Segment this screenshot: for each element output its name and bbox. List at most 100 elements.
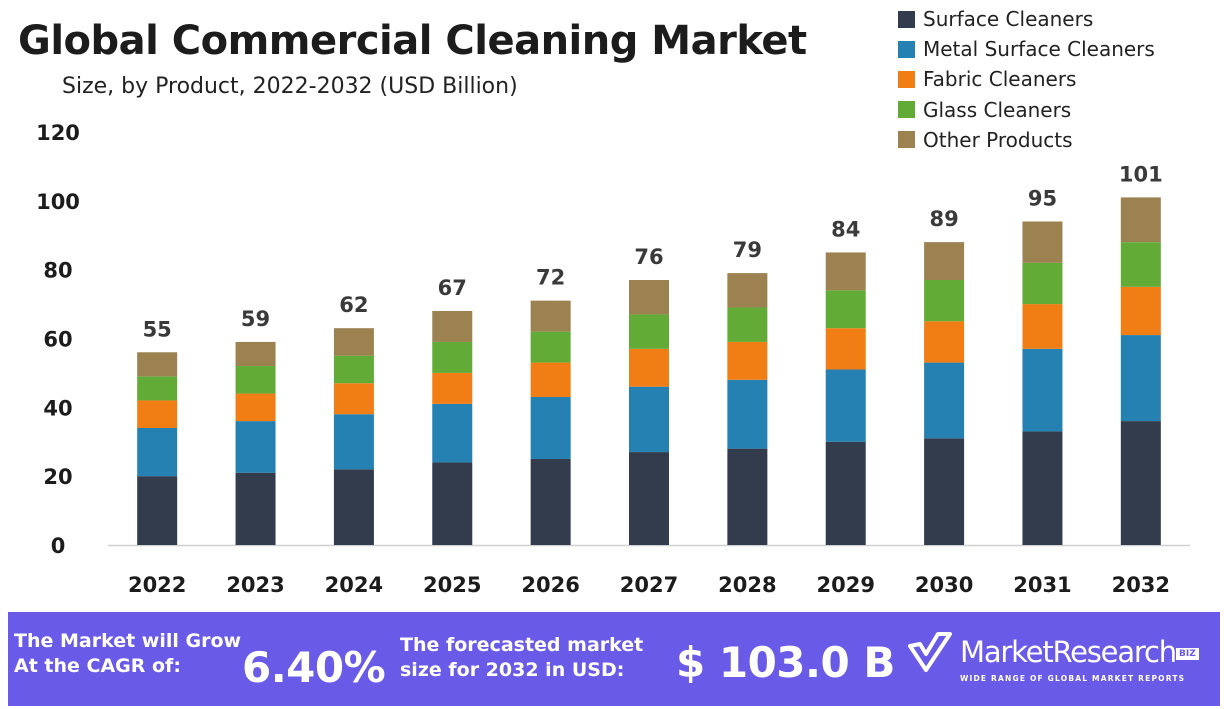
x-tick-label: 2030 — [915, 573, 973, 597]
bar-segment — [235, 472, 276, 545]
bar-segment — [629, 348, 669, 387]
bar-segment — [924, 242, 965, 280]
legend-swatch — [898, 70, 915, 88]
cagr-label: The Market will Grow At the CAGR of: — [14, 629, 241, 679]
bar-segment — [235, 421, 276, 473]
bar-segment — [333, 383, 374, 415]
stacked-bar-chart: 0 20 40 60 80 100 120 55 2022 59 2023 62 2024 67 2025 7… — [36, 121, 1190, 597]
legend-swatch — [898, 10, 915, 28]
total-label: 89 — [929, 207, 958, 231]
bar-segment — [235, 393, 276, 422]
legend: Surface Cleaners Metal Surface Cleaners … — [898, 4, 1155, 155]
total-label: 95 — [1028, 186, 1057, 210]
bar-segment — [333, 328, 374, 356]
bar-segment — [530, 458, 571, 545]
logo-name: MarketResearch — [960, 635, 1177, 669]
x-tick-label: 2024 — [325, 573, 383, 597]
bar-segment — [727, 379, 768, 449]
bar-segment — [727, 448, 768, 545]
cagr-label-line1: The Market will Grow — [14, 630, 242, 652]
bar-segment — [727, 307, 768, 342]
total-label: 59 — [241, 307, 270, 331]
legend-label: Metal Surface Cleaners — [923, 37, 1155, 62]
bar-segment — [333, 414, 374, 470]
bar-segment — [825, 252, 866, 291]
legend-swatch — [898, 131, 915, 149]
bar-segment — [924, 438, 965, 545]
bar-segment — [1120, 197, 1161, 243]
x-tick-label: 2029 — [817, 573, 875, 597]
total-label: 62 — [339, 293, 368, 317]
y-tick-label: 100 — [36, 190, 80, 214]
bar-segment — [137, 427, 178, 477]
cagr-value: 6.40% — [242, 643, 386, 692]
legend-swatch — [898, 40, 915, 58]
x-tick-label: 2031 — [1013, 573, 1071, 597]
total-label: 101 — [1119, 162, 1163, 186]
x-tick-label: 2022 — [128, 573, 186, 597]
total-label: 55 — [143, 317, 172, 341]
bar-segment — [1120, 242, 1161, 287]
bar-segment — [432, 403, 473, 463]
bar-segment — [629, 386, 669, 453]
bar-segment — [924, 321, 965, 363]
legend-label: Other Products — [923, 127, 1073, 152]
x-tick-label: 2032 — [1112, 573, 1170, 597]
bar-segment — [924, 362, 965, 439]
bar-segment — [825, 369, 866, 442]
forecast-label: The forecasted market size for 2032 in U… — [400, 633, 643, 683]
bar-segment — [432, 310, 473, 342]
forecast-value: $ 103.0 B — [676, 638, 895, 687]
total-label: 76 — [634, 245, 663, 269]
total-label: 67 — [438, 276, 467, 300]
footer-banner: The Market will Grow At the CAGR of: 6.4… — [8, 612, 1220, 706]
y-tick-label: 0 — [51, 534, 66, 558]
x-tick-label: 2026 — [521, 573, 579, 597]
logo-badge: BIZ — [1176, 648, 1199, 660]
bar-segment — [825, 441, 866, 545]
bar-segment — [530, 300, 571, 332]
bar-segment — [727, 341, 768, 380]
logo: MarketResearch BIZ WIDE RANGE OF GLOBAL … — [908, 632, 1199, 683]
bar-segment — [1022, 262, 1063, 305]
legend-item-other-products: Other Products — [898, 125, 1155, 155]
bar-segment — [530, 362, 571, 398]
y-tick-label: 120 — [36, 121, 80, 145]
x-tick-label: 2023 — [226, 573, 284, 597]
chart-subtitle: Size, by Product, 2022-2032 (USD Billion… — [62, 74, 518, 99]
bar-segment — [333, 469, 374, 545]
bar-segment — [1022, 221, 1063, 263]
bar-segment — [924, 279, 965, 322]
bar-segment — [137, 400, 178, 428]
total-label: 84 — [831, 217, 860, 241]
bar-segment — [235, 341, 276, 367]
y-tick-label: 60 — [43, 328, 72, 352]
bar-segment — [825, 328, 866, 370]
bar-segment — [432, 372, 473, 404]
bar-segment — [530, 331, 571, 363]
bar-segment — [825, 290, 866, 329]
forecast-label-line1: The forecasted market — [400, 634, 644, 656]
total-label: 72 — [536, 266, 565, 290]
bar-segment — [137, 476, 178, 545]
bar-segment — [1022, 348, 1063, 432]
bar-segment — [432, 462, 473, 545]
bar-segment — [530, 397, 571, 459]
y-tick-label: 80 — [43, 259, 72, 283]
legend-item-fabric-cleaners: Fabric Cleaners — [898, 64, 1155, 94]
bar-segment — [727, 273, 768, 308]
bar-segment — [629, 314, 669, 349]
bar-segment — [432, 341, 473, 373]
bar-segment — [1120, 286, 1161, 336]
bar-segment — [137, 352, 178, 377]
y-tick-label: 20 — [43, 465, 72, 489]
legend-swatch — [898, 101, 915, 119]
bar-segment — [1120, 421, 1161, 545]
x-tick-label: 2027 — [620, 573, 678, 597]
logo-tagline: WIDE RANGE OF GLOBAL MARKET REPORTS — [960, 674, 1186, 683]
forecast-label-line2: size for 2032 in USD: — [400, 659, 625, 681]
bar-segment — [1120, 335, 1161, 422]
bar-segment — [629, 452, 669, 545]
total-label: 79 — [733, 238, 762, 262]
legend-label: Fabric Cleaners — [923, 67, 1077, 92]
